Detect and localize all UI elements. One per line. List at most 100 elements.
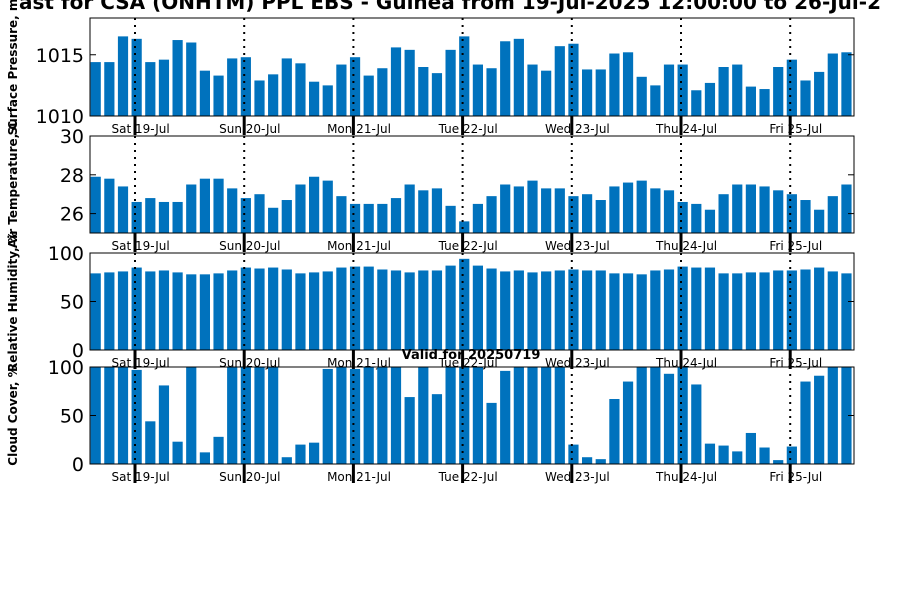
x-tick-label: Thu 24-Jul: [655, 470, 717, 484]
bar: [732, 64, 743, 116]
bar: [814, 267, 825, 350]
bar: [377, 367, 388, 464]
bar: [609, 273, 620, 350]
bar: [663, 269, 675, 350]
bar: [309, 81, 320, 116]
y-tick-label: 28: [60, 165, 84, 187]
bar: [90, 62, 101, 116]
bar: [349, 368, 361, 464]
bar: [90, 273, 101, 350]
bar: [568, 444, 579, 464]
bar: [213, 178, 224, 233]
bar: [418, 367, 429, 464]
bar: [322, 271, 333, 350]
bar: [513, 367, 524, 464]
bar: [814, 375, 825, 464]
bar: [295, 184, 306, 233]
bar: [336, 267, 347, 350]
bar: [527, 64, 538, 116]
bar: [377, 269, 388, 350]
x-tick-label: Sun 20-Jul: [219, 470, 280, 484]
bar: [541, 188, 552, 233]
bar: [459, 36, 470, 117]
bar: [582, 457, 593, 464]
bar: [472, 203, 483, 233]
bar: [254, 268, 265, 350]
axes-frame: [89, 135, 855, 234]
bar: [609, 186, 620, 233]
bar: [663, 190, 675, 233]
y-tick-label: 1010: [36, 106, 84, 128]
bar: [418, 270, 429, 350]
bar: [227, 188, 238, 233]
bar: [759, 447, 770, 464]
bar: [663, 64, 675, 116]
y-tick-label: 26: [60, 204, 84, 226]
bar: [759, 89, 770, 116]
x-tick-label: Fri 25-Jul: [769, 356, 822, 370]
bar: [677, 367, 688, 464]
bar: [418, 190, 429, 233]
bar: [582, 69, 593, 116]
bar: [145, 62, 156, 116]
x-tick-label: Mon 21-Jul: [327, 239, 391, 253]
bar: [472, 265, 483, 350]
bar: [650, 270, 661, 350]
y-tick-label: 0: [72, 454, 84, 476]
bar: [145, 198, 156, 233]
bar: [349, 203, 361, 233]
bar: [445, 367, 456, 464]
bar: [172, 40, 183, 116]
bar: [841, 52, 852, 116]
panel-2: 26 28 30 Sat 19-Jul Sun 20-Jul Mon 21-Jul Tue …: [6, 121, 855, 253]
bar: [732, 184, 743, 233]
bar: [281, 457, 292, 464]
bar: [390, 270, 402, 350]
bar: [636, 76, 647, 116]
bar: [90, 176, 101, 233]
bar: [240, 267, 251, 350]
bar: [827, 196, 838, 233]
bar: [295, 63, 306, 116]
bar: [691, 203, 702, 233]
bar: [582, 270, 593, 350]
bar: [186, 274, 197, 350]
bar: [554, 367, 565, 464]
bar: [431, 394, 443, 464]
bar: [445, 49, 456, 116]
bar: [199, 178, 210, 233]
panel-3: 0 50 100 Sat 19-Jul Sun 20-Jul Mon 21-Jul Tue …: [6, 231, 855, 372]
bar: [227, 270, 238, 350]
bar: [377, 68, 388, 116]
bar: [718, 67, 729, 116]
bar: [759, 272, 770, 350]
bar: [145, 271, 156, 350]
bar: [609, 53, 620, 116]
bar: [827, 367, 838, 464]
chart-panels: 1010 1015 Sat 19-Jul Sun 20-Jul Mon 21-Jul Tu…: [6, 0, 855, 484]
bar: [199, 452, 210, 464]
panel-4: 0 50 100 Sat 19-Jul Sun 20-Jul Mon 21-Jul Tue …: [6, 357, 855, 484]
bar: [404, 49, 415, 116]
bar: [227, 367, 238, 464]
bar: [691, 90, 702, 116]
bar: [745, 184, 756, 233]
bar: [800, 200, 811, 233]
x-tick-label: Wed 23-Jul: [545, 470, 610, 484]
x-tick-label: Sat 19-Jul: [111, 122, 169, 136]
bar: [486, 402, 497, 464]
bar: [295, 273, 306, 350]
bar: [322, 85, 333, 117]
bar: [309, 176, 320, 233]
axes-frame: [89, 366, 855, 465]
x-tick-label: Tue 22-Jul: [438, 239, 498, 253]
bar: [527, 180, 538, 233]
bar: [800, 80, 811, 116]
bar: [254, 367, 265, 464]
panel-1: 1010 1015 Sat 19-Jul Sun 20-Jul Mon 21-Jul Tu…: [6, 0, 855, 136]
bar: [486, 268, 497, 350]
x-tick-label: Mon 21-Jul: [327, 122, 391, 136]
axes-frame: [89, 17, 855, 117]
bar: [349, 57, 361, 116]
